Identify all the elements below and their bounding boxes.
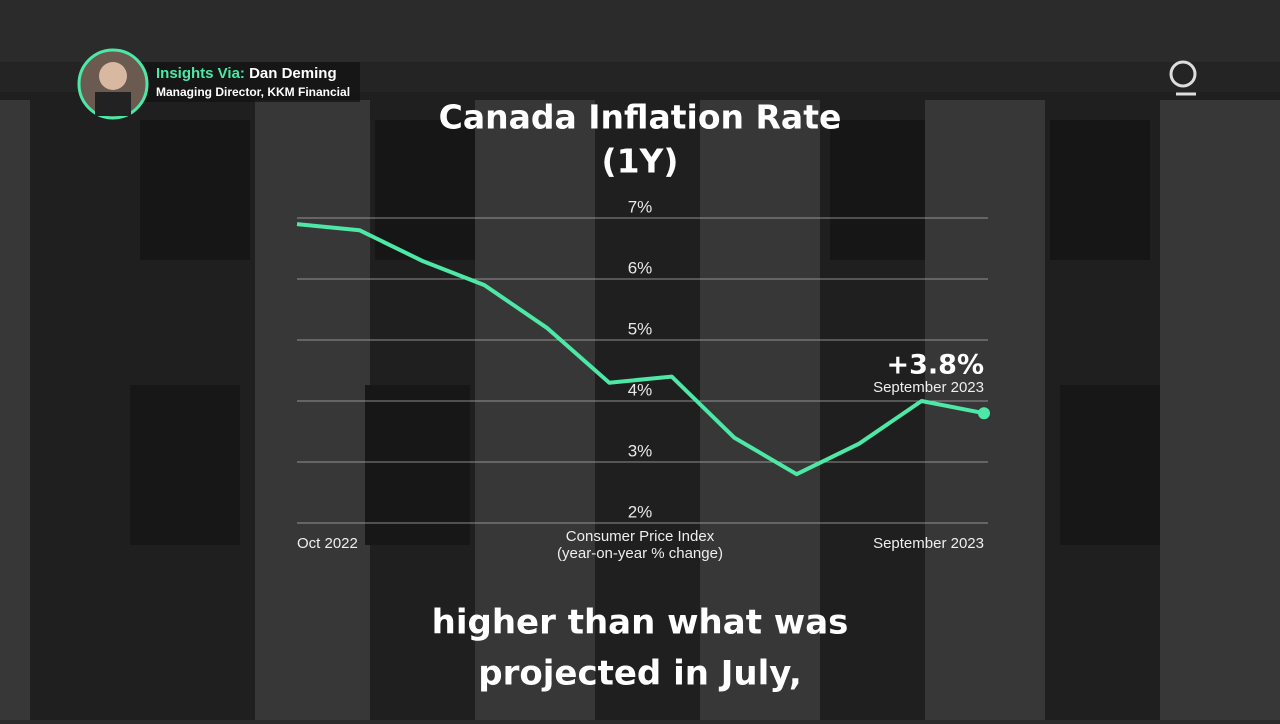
caption: higher than what was [432, 603, 849, 643]
presenter-name: Dan Deming [249, 65, 337, 82]
x-tick-label: September 2023 [873, 535, 984, 552]
presenter-role: Managing Director, KKM Financial [156, 85, 350, 99]
y-tick-label: 7% [628, 197, 653, 216]
data-line [296, 222, 985, 477]
svg-text:Insights Via: Dan Deming: Insights Via: Dan Deming [156, 65, 337, 82]
y-tick-label: 3% [628, 441, 653, 460]
end-point [978, 407, 990, 420]
presenter-badge: Insights Via: Dan Deming Managing Direct… [77, 48, 360, 120]
y-tick-label: 5% [628, 319, 653, 338]
annotation-value: +3.8% [886, 350, 984, 381]
x-tick-label: Oct 2022 [297, 535, 358, 552]
x-axis-label: Consumer Price Index [566, 528, 715, 545]
y-tick-label: 2% [628, 502, 653, 521]
annotation-date: September 2023 [873, 379, 984, 396]
presenter-prefix: Insights Via: [156, 65, 245, 82]
y-tick-label: 4% [628, 380, 653, 399]
x-axis-label: (year-on-year % change) [557, 545, 723, 562]
caption: projected in July, [478, 654, 801, 694]
y-tick-label: 6% [628, 258, 653, 277]
logo [1169, 60, 1197, 96]
chart-title: Canada Inflation Rate [439, 98, 842, 137]
chart-title: (1Y) [601, 142, 678, 181]
